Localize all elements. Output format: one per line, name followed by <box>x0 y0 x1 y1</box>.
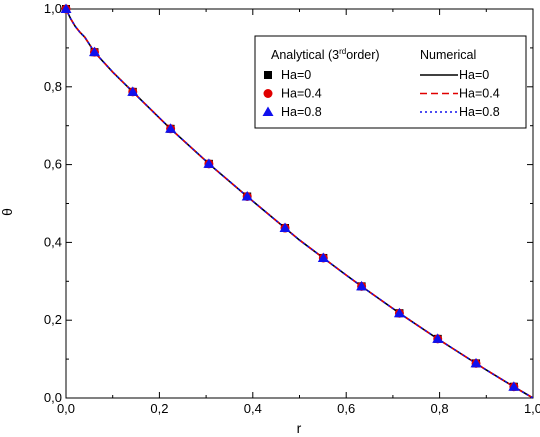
legend-marker-triangle <box>262 106 274 116</box>
x-tick-label: 0,2 <box>150 401 168 416</box>
legend-box <box>254 35 527 129</box>
x-tick-label: 1,0 <box>524 401 540 416</box>
y-tick-label: 0,4 <box>44 234 62 249</box>
legend-label-numerical: Ha=0.8 <box>459 105 500 119</box>
x-tick-label: 0,6 <box>337 401 355 416</box>
tick-labels: 0,0 0,2 0,4 0,6 0,8 1,0 0,0 0,2 0,4 0,6 0,8 1,0 <box>44 1 540 416</box>
x-tick-label: 0,0 <box>57 401 75 416</box>
data-point-triangle <box>127 86 139 96</box>
data-point-triangle <box>165 123 177 133</box>
analytical-markers <box>60 3 520 392</box>
y-tick-label: 0,6 <box>44 157 62 172</box>
x-axis-label: r <box>297 420 302 436</box>
legend-label-analytical: Ha=0.4 <box>281 87 322 101</box>
legend-marker-square <box>264 71 272 79</box>
legend-label-analytical: Ha=0.8 <box>281 105 322 119</box>
x-tick-label: 0,4 <box>244 401 262 416</box>
y-axis-label: θ <box>0 208 15 216</box>
data-point-triangle <box>393 307 405 318</box>
legend-header-analytical: Analytical (3rdorder) <box>271 47 380 62</box>
y-tick-label: 0,2 <box>44 312 62 327</box>
data-point-triangle <box>60 3 72 13</box>
legend: Analytical (3rdorder) Numerical Ha=0Ha=0… <box>254 35 527 129</box>
data-point-triangle <box>317 252 329 262</box>
legend-label-numerical: Ha=0 <box>459 68 489 82</box>
legend-label-numerical: Ha=0.4 <box>459 87 500 101</box>
legend-entries: Ha=0 Ha=0.4 Ha=0.8 Ha=0 Ha=0.4 Ha=0.8 <box>262 68 500 119</box>
y-tick-label: 0,8 <box>44 79 62 94</box>
data-point-triangle <box>241 190 253 201</box>
legend-marker-circle <box>263 89 273 98</box>
data-point-triangle <box>88 46 100 57</box>
y-tick-label: 1,0 <box>44 1 62 16</box>
data-point-triangle <box>508 381 520 391</box>
y-tick-label: 0,0 <box>44 390 62 405</box>
data-point-triangle <box>470 357 482 368</box>
data-point-triangle <box>356 280 368 291</box>
legend-label-analytical: Ha=0 <box>281 68 311 82</box>
data-point-triangle <box>203 158 215 168</box>
x-tick-label: 0,8 <box>431 401 449 416</box>
data-point-triangle <box>279 222 291 233</box>
legend-header-numerical: Numerical <box>420 48 476 62</box>
data-point-triangle <box>432 333 444 343</box>
